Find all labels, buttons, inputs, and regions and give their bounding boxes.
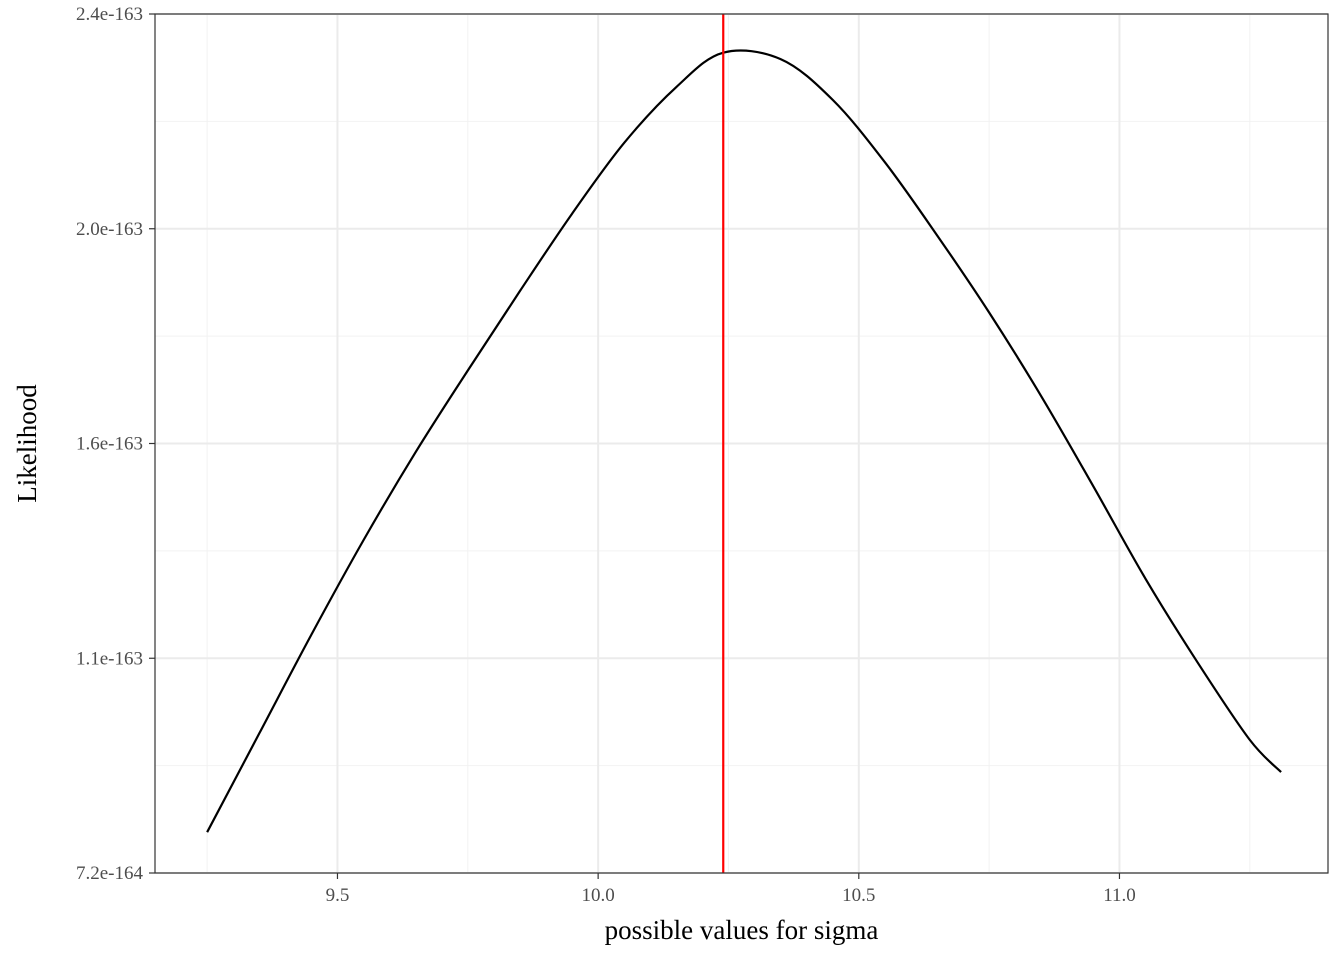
x-tick-label: 10.5 xyxy=(842,885,875,906)
major-gridlines xyxy=(155,13,1328,874)
x-axis-title: possible values for sigma xyxy=(605,915,879,945)
y-tick-label: 7.2e-164 xyxy=(76,863,144,884)
y-axis-title: Likelihood xyxy=(12,384,42,503)
likelihood-curve xyxy=(206,49,1282,833)
plot-content xyxy=(206,14,1282,873)
tick-labels: 9.5 10.0 10.5 11.0 7.2e-164 1.1e-163 1.6e-163 2… xyxy=(76,4,1136,906)
axis-ticks xyxy=(149,13,1121,879)
y-tick-label: 2.4e-163 xyxy=(76,4,143,25)
x-tick-label: 9.5 xyxy=(326,885,350,906)
x-tick-label: 10.0 xyxy=(582,885,615,906)
y-tick-label: 2.0e-163 xyxy=(76,219,143,240)
x-tick-label: 11.0 xyxy=(1103,885,1136,906)
y-tick-label: 1.1e-163 xyxy=(76,648,143,669)
y-tick-label: 1.6e-163 xyxy=(76,434,143,455)
